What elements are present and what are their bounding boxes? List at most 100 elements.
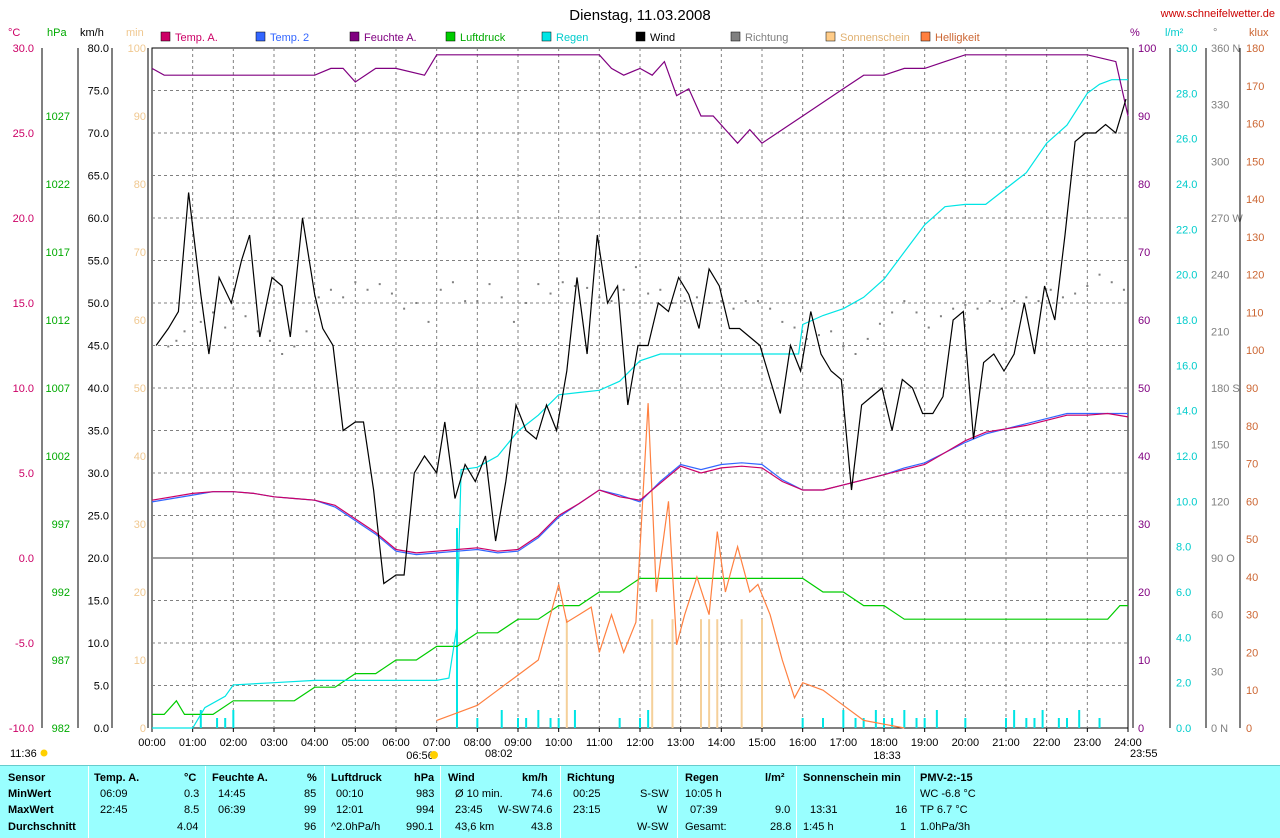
time-tick: 11:00 <box>586 737 613 749</box>
temp-min: 0.3 <box>184 788 200 800</box>
sun-tick: 30 <box>134 519 146 531</box>
time-tick: 16:00 <box>789 737 817 749</box>
series-line-helligkeit <box>436 403 905 729</box>
legend-swatch <box>635 31 646 42</box>
direction-dot <box>622 288 625 291</box>
direction-dot <box>952 307 955 310</box>
rain-tick: 30.0 <box>1176 43 1197 55</box>
brightness-unit-label: klux <box>1249 27 1269 39</box>
rain-row2-time: 07:39 <box>690 804 718 816</box>
direction-dot <box>586 286 589 289</box>
direction-dot <box>634 266 637 269</box>
temp-tick: 20.0 <box>13 213 34 225</box>
time-tick: 02:00 <box>220 737 248 749</box>
direction-dot <box>342 296 345 299</box>
direction-dot <box>224 326 227 329</box>
wind-tick: 25.0 <box>88 511 109 523</box>
sun-bar <box>651 619 654 728</box>
sun-bar <box>671 619 674 728</box>
pressure-tick: 992 <box>52 587 70 599</box>
direction-dot <box>244 315 247 318</box>
temp-unit-label: °C <box>8 27 20 39</box>
rain-tick: 2.0 <box>1176 678 1191 690</box>
time-tick: 20:00 <box>952 737 980 749</box>
direction-dot <box>817 334 820 337</box>
direction-dot <box>281 353 284 355</box>
direction-dot <box>268 339 271 342</box>
row-max-label: MaxWert <box>8 804 54 816</box>
direction-dot <box>232 307 235 310</box>
sun-tick: 90 <box>134 111 146 123</box>
rain-row3-label: Gesamt: <box>685 821 727 833</box>
sun-bar <box>708 619 711 728</box>
wind-row3-label: 43,6 km <box>455 821 495 833</box>
direction-header: Richtung <box>567 772 615 784</box>
humidity-tick: 50 <box>1138 383 1150 395</box>
humidity-tick: 30 <box>1138 519 1150 531</box>
direction-dot <box>476 300 479 303</box>
direction-dot <box>830 330 833 333</box>
humidity-max: 99 <box>304 804 317 816</box>
pressure-trend: ^2.0hPa/h <box>331 821 381 833</box>
wind-unit-label: km/h <box>80 27 104 39</box>
rain-bar <box>1098 718 1101 728</box>
temp-max-time: 22:45 <box>100 804 128 816</box>
sunrise-icon <box>430 751 438 759</box>
sun-tick: 50 <box>134 383 146 395</box>
direction-dot <box>415 302 418 304</box>
rain-bar <box>891 718 894 728</box>
sun-header: Sonnenschein min <box>803 772 901 784</box>
rain-tick: 10.0 <box>1176 496 1197 508</box>
temp-max: 8.5 <box>184 804 200 816</box>
rain-tick: 14.0 <box>1176 406 1197 418</box>
pressure-tick: 1012 <box>46 315 70 327</box>
direction-tick: 180 S <box>1211 383 1240 395</box>
time-tick: 12:00 <box>626 737 654 749</box>
brightness-tick: 60 <box>1246 496 1258 508</box>
wind-tick: 75.0 <box>88 86 109 98</box>
rain-bar <box>517 718 519 728</box>
humidity-tick: 70 <box>1138 247 1150 259</box>
time-tick: 18:00 <box>870 737 898 749</box>
direction-dot <box>903 300 906 303</box>
rain-tick: 8.0 <box>1176 542 1191 554</box>
brightness-tick: 20 <box>1246 647 1258 659</box>
direction-dot <box>464 300 467 303</box>
direction-dot <box>1025 296 1028 299</box>
temp-header: Temp. A. <box>94 772 140 784</box>
temp-tick: -10.0 <box>9 723 34 735</box>
direction-dot <box>964 303 967 306</box>
series-line-wind <box>155 98 1127 585</box>
brightness-tick: 40 <box>1246 572 1258 584</box>
sun-bar <box>716 619 719 728</box>
pressure-unit-label: hPa <box>47 27 67 39</box>
direction-dot <box>1037 300 1040 303</box>
temp-tick: 10.0 <box>13 383 34 395</box>
sun-row2: 16 <box>895 804 908 816</box>
humidity-tick: 90 <box>1138 111 1150 123</box>
rain-bar <box>1078 710 1081 728</box>
sensor-header: Sensor <box>8 772 46 784</box>
rain-bar <box>923 718 926 728</box>
sun-bar <box>761 619 763 728</box>
humidity-tick: 60 <box>1138 315 1150 327</box>
direction-dot <box>781 320 784 323</box>
wind-header: Wind <box>448 772 475 784</box>
sun-tick: 20 <box>134 587 146 599</box>
direction-dot <box>183 330 186 333</box>
direction-dot <box>756 300 759 303</box>
rain-bar <box>1033 718 1036 728</box>
brightness-tick: 150 <box>1246 156 1264 168</box>
sun-unit-label: min <box>126 27 144 39</box>
rain-bar <box>801 718 804 728</box>
humidity-unit-label: % <box>1130 27 1140 39</box>
wind-tick: 0.0 <box>94 723 109 735</box>
rain-bar <box>618 718 621 728</box>
wind-tick: 10.0 <box>88 638 109 650</box>
pmv-row2: TP 6.7 °C <box>920 804 968 816</box>
direction-dot <box>695 296 698 299</box>
wind-tick: 50.0 <box>88 298 109 310</box>
sun-tick: 0 <box>140 723 146 735</box>
moonrise-label: 11:36 <box>10 748 37 760</box>
humidity-header: Feuchte A. <box>212 772 268 784</box>
